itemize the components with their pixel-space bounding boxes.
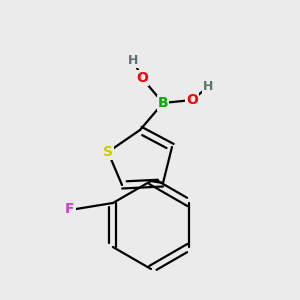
Text: O: O xyxy=(186,93,198,107)
Text: B: B xyxy=(158,96,168,110)
Text: S: S xyxy=(103,145,113,159)
Text: O: O xyxy=(136,71,148,85)
Text: H: H xyxy=(203,80,213,94)
Text: H: H xyxy=(128,53,138,67)
Text: F: F xyxy=(65,202,75,216)
